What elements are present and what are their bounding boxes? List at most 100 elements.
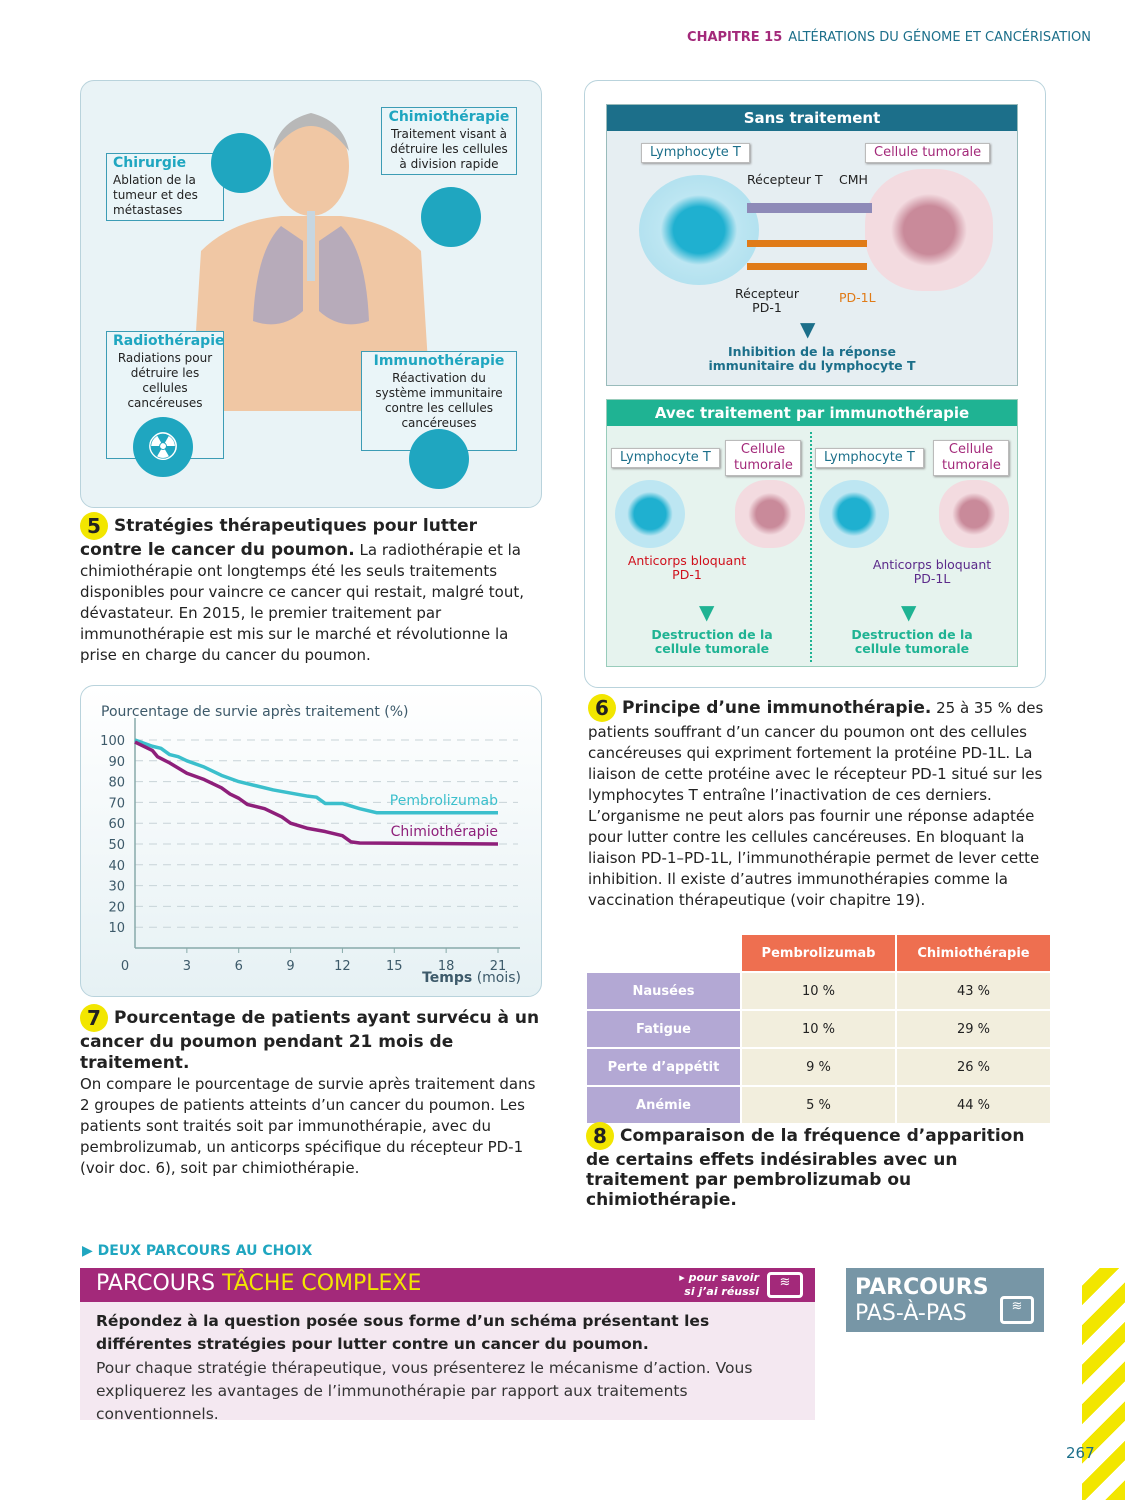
arrow-down-icon: ▼ xyxy=(901,600,917,624)
parcours-title: PARCOURS TÂCHE COMPLEXE xyxy=(96,1271,422,1296)
label-antibody-pd1l: Anticorps bloquant PD-1L xyxy=(872,557,992,586)
x-tick-label: 0 xyxy=(121,959,129,974)
label-chimiotherapie: Chimiothérapie Traitement visant à détrui… xyxy=(381,107,517,175)
parcours-tache-complexe: PARCOURS TÂCHE COMPLEXE ▸ pour savoir si … xyxy=(80,1268,815,1423)
panel-title: Sans traitement xyxy=(607,105,1017,131)
y-tick-label: 50 xyxy=(108,838,125,853)
tumor-cell-tag: Cellule tumorale xyxy=(933,440,1009,476)
cell: 9 % xyxy=(742,1049,895,1085)
series-line-pembrolizumab xyxy=(134,738,498,815)
table-row: Perte d’appétit 9 % 26 % xyxy=(587,1049,1050,1085)
column-header: Chimiothérapie xyxy=(897,935,1050,971)
label-recepteur-pd1: Récepteur PD-1 xyxy=(735,286,799,315)
y-tick-label: 60 xyxy=(108,817,125,832)
y-tick-label: 10 xyxy=(108,921,125,936)
doc6-figure: Sans traitement Lymphocyte T Cellule tum… xyxy=(584,80,1046,688)
panel-title: Avec traitement par immunothérapie xyxy=(607,400,1017,426)
laptop-wifi-icon: ≋ xyxy=(1000,1296,1034,1324)
doc8-caption: 8 Comparaison de la fréquence d’apparitio… xyxy=(586,1122,1025,1210)
x-tick-label: 6 xyxy=(235,959,243,974)
step-title-b: PAS-À-PAS xyxy=(855,1301,967,1326)
tumor-cell xyxy=(939,480,1009,548)
x-tick-label: 3 xyxy=(183,959,191,974)
label-antibody-pd1: Anticorps bloquant PD-1 xyxy=(627,553,747,582)
task-question: Répondez à la question posée sous forme … xyxy=(96,1312,710,1353)
table-row: Anémie 5 % 44 % xyxy=(587,1087,1050,1123)
cell: 10 % xyxy=(742,1011,895,1047)
chart-title: Pourcentage de survie après traitement (… xyxy=(101,704,409,720)
y-tick-label: 70 xyxy=(108,796,125,811)
label-chirurgie: Chirurgie Ablation de la tumeur et des mé… xyxy=(106,153,224,221)
tumor-cell-tag: Cellule tumorale xyxy=(865,143,991,163)
parcours-heading: ▶ DEUX PARCOURS AU CHOIX xyxy=(82,1243,313,1259)
arrow-down-icon: ▼ xyxy=(699,600,715,624)
doc5-caption: 5 Stratégies thérapeutiques pour lutter c… xyxy=(80,512,524,664)
receptor-t xyxy=(747,203,872,213)
chapter-header: CHAPITRE 15 ALTÉRATIONS DU GÉNOME ET CANC… xyxy=(687,30,1091,45)
cell: 29 % xyxy=(897,1011,1050,1047)
side-effects-table: Pembrolizumab Chimiothérapie Nausées 10 % 4… xyxy=(585,933,1052,1125)
table-row: Nausées 10 % 43 % xyxy=(587,973,1050,1009)
radiation-icon: ☢ xyxy=(133,417,193,477)
without-treatment-panel: Sans traitement Lymphocyte T Cellule tum… xyxy=(606,104,1018,386)
table-row: Fatigue 10 % 29 % xyxy=(587,1011,1050,1047)
arrow-down-icon: ▼ xyxy=(800,317,816,341)
x-axis-label: Temps (mois) xyxy=(422,970,521,986)
self-check-link[interactable]: ▸ pour savoir si j’ai réussi xyxy=(679,1271,759,1298)
row-label: Nausées xyxy=(587,973,740,1009)
tumor-cell xyxy=(865,169,993,291)
lymphocyte-cell xyxy=(615,480,685,548)
doc5-figure: Chirurgie Ablation de la tumeur et des mé… xyxy=(80,80,542,508)
page-number: 267 xyxy=(1066,1444,1095,1462)
lymphocyte-cell xyxy=(819,480,889,548)
x-tick-label: 12 xyxy=(334,959,351,974)
cell: 10 % xyxy=(742,973,895,1009)
lymphocyte-tag: Lymphocyte T xyxy=(611,448,720,468)
survival-chart: Pourcentage de survie après traitement (… xyxy=(80,685,542,997)
x-tick-label: 9 xyxy=(286,959,294,974)
label-recepteur-t: Récepteur T xyxy=(747,172,823,187)
y-tick-label: 90 xyxy=(108,755,125,770)
x-tick-label: 15 xyxy=(386,959,403,974)
pd1-binding xyxy=(747,240,867,247)
y-tick-label: 30 xyxy=(108,880,125,895)
destruction-result: Destruction de la cellule tumorale xyxy=(851,627,973,656)
y-tick-label: 20 xyxy=(108,900,125,915)
lymphocyte-cell xyxy=(639,175,759,285)
tumor-cell-tag: Cellule tumorale xyxy=(725,440,801,476)
divider xyxy=(810,432,812,662)
series-label: Pembrolizumab xyxy=(390,793,498,809)
inhibition-result: Inhibition de la réponse immunitaire du … xyxy=(708,344,916,373)
scalpel-icon xyxy=(211,133,271,193)
y-tick-label: 100 xyxy=(100,734,125,749)
doc7-caption: 7 Pourcentage de patients ayant survécu à… xyxy=(80,1004,540,1177)
x-tick-label: 18 xyxy=(438,959,455,974)
series-label: Chimiothérapie xyxy=(391,824,498,840)
lymphocyte-tag: Lymphocyte T xyxy=(815,448,924,468)
cell: 26 % xyxy=(897,1049,1050,1085)
with-treatment-panel: Avec traitement par immunothérapie Lymph… xyxy=(606,399,1018,667)
y-tick-label: 80 xyxy=(108,776,125,791)
tumor-cell xyxy=(735,480,805,548)
pd1-binding xyxy=(747,263,867,270)
series-line-chimiothérapie xyxy=(134,740,499,846)
laptop-wifi-icon[interactable]: ≋ xyxy=(767,1272,803,1298)
row-label: Anémie xyxy=(587,1087,740,1123)
step-title-a: PARCOURS xyxy=(855,1275,989,1300)
immune-cell-icon xyxy=(409,429,469,489)
y-tick-label: 40 xyxy=(108,859,125,874)
cell: 43 % xyxy=(897,973,1050,1009)
doc6-caption: 6 Principe d’une immunothérapie. 25 à 35 … xyxy=(588,694,1044,909)
label-cmh: CMH xyxy=(839,172,868,187)
cell: 44 % xyxy=(897,1087,1050,1123)
cell: 5 % xyxy=(742,1087,895,1123)
torso-illustration xyxy=(191,113,431,411)
destruction-result: Destruction de la cellule tumorale xyxy=(651,627,773,656)
iv-bag-icon xyxy=(421,187,481,247)
lymphocyte-tag: Lymphocyte T xyxy=(641,143,750,163)
task-instructions: Pour chaque stratégie thérapeutique, vou… xyxy=(96,1359,753,1423)
x-tick-label: 21 xyxy=(490,959,507,974)
parcours-pas-a-pas-button[interactable]: PARCOURS PAS-À-PAS ≋ xyxy=(846,1268,1044,1332)
decorative-stripes xyxy=(1082,1268,1125,1500)
row-label: Perte d’appétit xyxy=(587,1049,740,1085)
